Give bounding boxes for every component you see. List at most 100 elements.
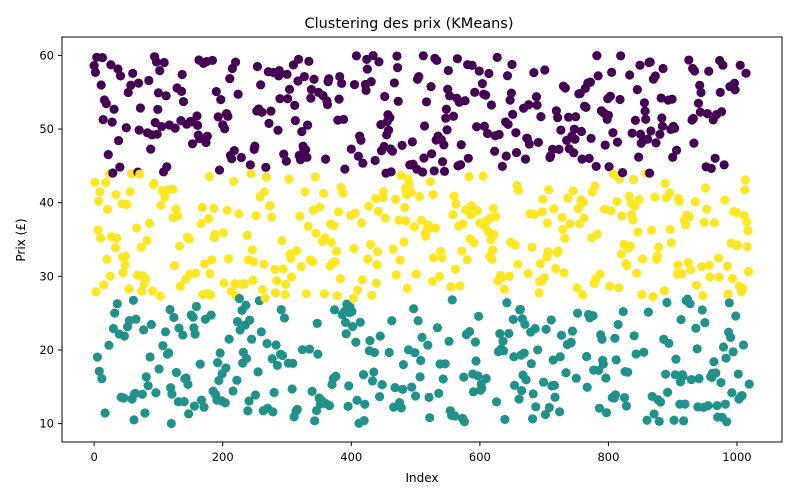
data-point [273, 125, 283, 135]
data-point [722, 261, 732, 271]
data-point [137, 286, 147, 296]
data-point [118, 268, 128, 278]
data-point [733, 240, 743, 250]
data-point [115, 71, 126, 81]
data-point [326, 237, 336, 247]
data-point [220, 124, 230, 134]
data-point [662, 387, 673, 397]
data-point [448, 210, 458, 220]
data-point [577, 154, 587, 164]
data-point [192, 111, 202, 121]
data-point [578, 290, 588, 300]
data-point [215, 348, 225, 358]
data-point [513, 185, 524, 195]
data-point [427, 276, 437, 286]
data-point [704, 260, 714, 270]
data-point [398, 384, 408, 395]
data-point [337, 78, 347, 88]
data-point [497, 161, 507, 171]
data-point [692, 344, 702, 354]
data-point [716, 107, 727, 117]
data-point [392, 63, 403, 73]
data-point [175, 281, 185, 291]
data-point [469, 238, 479, 248]
data-point [527, 242, 537, 252]
data-point [281, 279, 291, 289]
data-point [450, 264, 461, 274]
data-point [742, 242, 752, 252]
data-point [504, 328, 514, 339]
data-point [338, 188, 348, 198]
data-point [724, 298, 734, 308]
data-point [110, 308, 120, 318]
data-point [719, 160, 729, 170]
data-point [257, 107, 267, 117]
data-point [414, 71, 424, 82]
data-point [415, 372, 425, 382]
data-point [651, 138, 661, 148]
data-point [671, 354, 681, 364]
data-point [527, 414, 538, 424]
data-point [659, 285, 669, 296]
data-point [290, 100, 300, 110]
data-point [684, 55, 694, 65]
data-point [571, 112, 581, 122]
data-point [670, 123, 680, 133]
data-point [668, 152, 678, 162]
data-point [106, 60, 116, 70]
data-point [509, 352, 519, 362]
data-point [607, 67, 617, 77]
data-point [629, 331, 639, 341]
data-point [369, 347, 380, 358]
data-point [112, 233, 122, 243]
data-point [546, 315, 556, 325]
data-point [103, 149, 113, 160]
data-point [534, 288, 544, 298]
data-point [111, 190, 121, 200]
data-point [313, 349, 323, 359]
data-point [554, 407, 565, 417]
data-point [169, 260, 180, 271]
data-point [472, 122, 482, 132]
data-point [367, 290, 377, 300]
data-point [241, 353, 252, 364]
data-point [189, 401, 200, 411]
data-point [567, 326, 578, 336]
data-point [547, 144, 558, 154]
data-point [535, 259, 545, 269]
data-point [253, 367, 263, 377]
data-point [197, 202, 207, 213]
data-point [155, 291, 165, 301]
data-point [207, 55, 218, 66]
data-point [350, 208, 360, 218]
data-point [573, 203, 583, 214]
data-point [102, 254, 112, 264]
data-point [302, 120, 313, 130]
data-point [529, 68, 539, 78]
data-point [533, 345, 543, 355]
data-point [374, 392, 385, 402]
data-point [502, 298, 512, 308]
data-point [531, 402, 541, 412]
data-point [386, 167, 396, 177]
data-point [514, 394, 524, 404]
data-point [703, 400, 713, 411]
data-point [360, 399, 370, 409]
x-axis-ticks: 0 200 400 600 800 1000 [90, 442, 752, 464]
data-point [662, 297, 672, 308]
data-point [685, 299, 695, 309]
data-point [370, 155, 380, 166]
data-point [103, 204, 113, 214]
data-point [641, 114, 651, 124]
data-point [153, 88, 164, 98]
data-point [718, 342, 729, 352]
data-point [113, 135, 124, 146]
data-point [634, 152, 644, 162]
data-point [110, 242, 120, 253]
data-point [467, 60, 477, 70]
data-point [223, 254, 234, 264]
data-point [538, 377, 549, 387]
data-point [705, 272, 715, 282]
data-point [265, 200, 275, 211]
data-point [680, 220, 691, 230]
